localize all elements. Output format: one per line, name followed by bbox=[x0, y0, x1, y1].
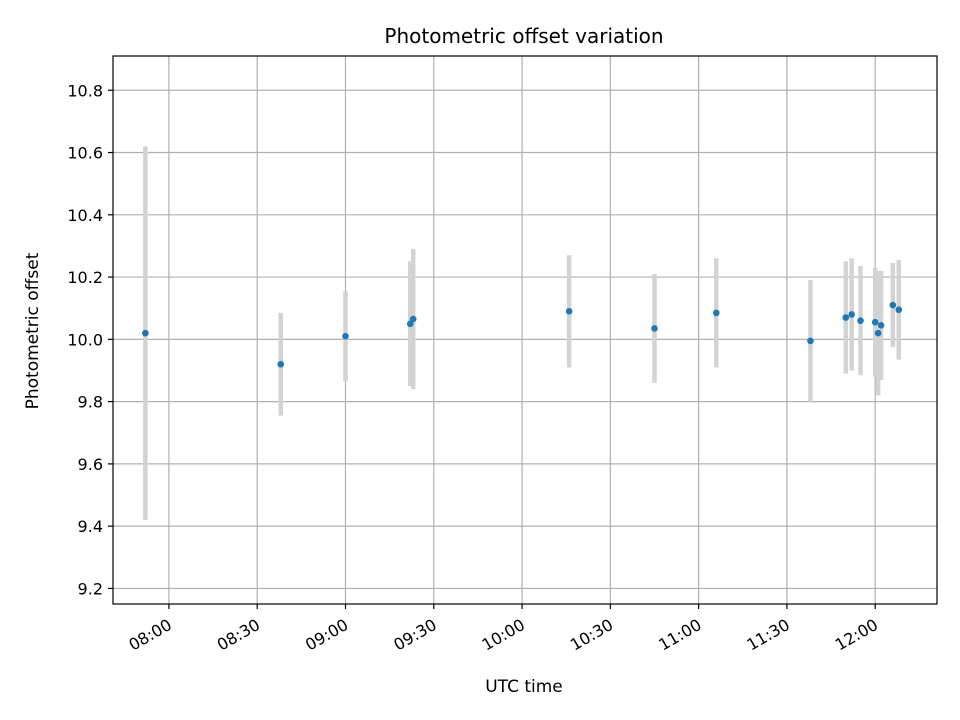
grid bbox=[113, 56, 937, 604]
data-point bbox=[889, 301, 897, 309]
data-point bbox=[807, 337, 814, 345]
data-point bbox=[409, 315, 417, 323]
y-axis-label: Photometric offset bbox=[23, 252, 43, 409]
data-point bbox=[142, 329, 149, 337]
y-tick-label: 10.6 bbox=[67, 144, 103, 163]
y-tick-label: 9.6 bbox=[78, 455, 103, 474]
data-point bbox=[712, 309, 720, 317]
data-point bbox=[895, 306, 903, 314]
data-point bbox=[565, 308, 573, 315]
y-tick-label: 10.8 bbox=[67, 81, 103, 100]
y-ticks: 9.2 9.4 9.6 9.8 10.0 10.2 10.4 10.6 10.8 bbox=[67, 81, 113, 598]
chart-title: Photometric offset variation bbox=[384, 24, 663, 48]
plot-frame bbox=[112, 55, 938, 605]
data-point bbox=[857, 317, 864, 324]
data-point bbox=[848, 311, 855, 318]
data-points bbox=[142, 301, 903, 368]
y-tick-label: 9.8 bbox=[78, 393, 103, 412]
data-point bbox=[874, 329, 882, 337]
y-tick-label: 9.4 bbox=[78, 517, 103, 536]
y-tick-label: 10.0 bbox=[67, 330, 103, 349]
data-point bbox=[651, 325, 658, 332]
y-tick-label: 9.2 bbox=[78, 579, 103, 598]
data-point bbox=[842, 314, 850, 321]
data-point bbox=[877, 322, 885, 329]
y-tick-label: 10.4 bbox=[67, 206, 103, 225]
data-point bbox=[277, 360, 285, 368]
data-point bbox=[871, 318, 879, 326]
x-axis-label: UTC time bbox=[485, 677, 563, 697]
y-tick-label: 10.2 bbox=[67, 268, 103, 287]
data-point bbox=[342, 332, 349, 340]
